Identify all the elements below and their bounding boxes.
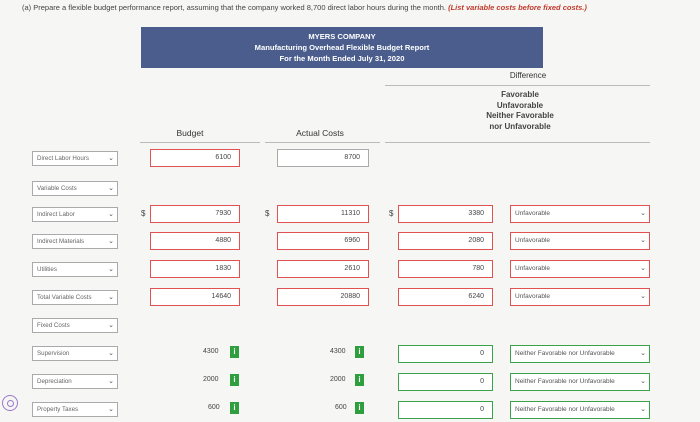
actual-input-indirect-materials[interactable]: 6960 (277, 232, 369, 250)
chevron-down-icon: ⌄ (108, 185, 114, 192)
diff-sub-neither: Neither Favorable (486, 111, 554, 120)
company-name: MYERS COMPANY (308, 32, 376, 41)
row-label-select-supervision[interactable]: Supervision ⌄ (32, 346, 118, 361)
chevron-down-icon: ⌄ (108, 378, 114, 385)
actual-value-supervision: 4300 (330, 348, 346, 355)
chevron-down-icon: ⌄ (640, 237, 646, 244)
chevron-down-icon: ⌄ (640, 293, 646, 300)
chevron-down-icon: ⌄ (108, 350, 114, 357)
diff-sub-favorable: Favorable (501, 90, 539, 99)
chevron-down-icon: ⌄ (640, 265, 646, 272)
difference-bottom-divider (385, 142, 650, 143)
row-label-select-indirect-labor[interactable]: Indirect Labor ⌄ (32, 207, 118, 222)
difference-input-property-taxes[interactable]: 0 (398, 401, 493, 419)
chevron-down-icon: ⌄ (108, 211, 114, 218)
row-label-select-variable-costs[interactable]: Variable Costs ⌄ (32, 181, 118, 196)
favorability-select-total-variable[interactable]: Unfavorable ⌄ (510, 288, 650, 306)
info-indicator-icon[interactable]: i (230, 402, 239, 414)
difference-input-total-variable[interactable]: 6240 (398, 288, 493, 306)
actual-input-indirect-labor[interactable]: 11310 (277, 205, 369, 223)
actual-input-utilities[interactable]: 2610 (277, 260, 369, 278)
favorability-select-utilities[interactable]: Unfavorable ⌄ (510, 260, 650, 278)
budget-input-dlh[interactable]: 6100 (150, 149, 240, 167)
budget-value-property-taxes: 600 (208, 404, 220, 411)
info-indicator-icon[interactable]: i (230, 346, 239, 358)
row-label-select-total-variable[interactable]: Total Variable Costs ⌄ (32, 290, 118, 305)
row-label-select-fixed-costs[interactable]: Fixed Costs ⌄ (32, 318, 118, 333)
dollar-sign: $ (265, 209, 270, 218)
instructions: (a) Prepare a flexible budget performanc… (22, 3, 587, 12)
difference-input-utilities[interactable]: 780 (398, 260, 493, 278)
diff-sub-unfavorable: Unfavorable (496, 100, 544, 110)
instructions-emphasis: (List variable costs before fixed costs.… (448, 3, 587, 12)
favorability-select-indirect-materials[interactable]: Unfavorable ⌄ (510, 232, 650, 250)
chevron-down-icon: ⌄ (108, 238, 114, 245)
chevron-down-icon: ⌄ (640, 378, 646, 385)
budget-input-total-variable[interactable]: 14640 (150, 288, 240, 306)
chevron-down-icon: ⌄ (108, 406, 114, 413)
favorability-select-indirect-labor[interactable]: Unfavorable ⌄ (510, 205, 650, 223)
row-label-select-indirect-materials[interactable]: Indirect Materials ⌄ (32, 234, 118, 249)
row-label-select-dlh[interactable]: Direct Labor Hours ⌄ (32, 151, 118, 166)
actual-divider (265, 142, 380, 143)
budget-value-supervision: 4300 (203, 348, 219, 355)
favorability-select-supervision[interactable]: Neither Favorable nor Unfavorable ⌄ (510, 345, 650, 363)
accessibility-lens-icon[interactable] (2, 395, 18, 411)
difference-input-depreciation[interactable]: 0 (398, 373, 493, 391)
budget-column-header: Budget (176, 128, 204, 138)
budget-divider (140, 142, 260, 143)
actual-column-header: Actual Costs (296, 128, 344, 138)
chevron-down-icon: ⌄ (640, 350, 646, 357)
chevron-down-icon: ⌄ (108, 322, 114, 329)
actual-input-dlh[interactable]: 8700 (277, 149, 369, 167)
info-indicator-icon[interactable]: i (355, 346, 364, 358)
difference-input-supervision[interactable]: 0 (398, 345, 493, 363)
report-title: Manufacturing Overhead Flexible Budget R… (254, 43, 430, 52)
budget-input-indirect-materials[interactable]: 4880 (150, 232, 240, 250)
row-label-select-depreciation[interactable]: Depreciation ⌄ (32, 374, 118, 389)
actual-input-total-variable[interactable]: 20880 (277, 288, 369, 306)
favorability-select-property-taxes[interactable]: Neither Favorable nor Unfavorable ⌄ (510, 401, 650, 419)
chevron-down-icon: ⌄ (640, 406, 646, 413)
difference-divider (385, 85, 650, 86)
chevron-down-icon: ⌄ (108, 155, 114, 162)
info-indicator-icon[interactable]: i (355, 402, 364, 414)
chevron-down-icon: ⌄ (108, 266, 114, 273)
row-label-select-utilities[interactable]: Utilities ⌄ (32, 262, 118, 277)
dollar-sign: $ (389, 209, 394, 218)
budget-value-depreciation: 2000 (203, 376, 219, 383)
budget-input-indirect-labor[interactable]: 7930 (150, 205, 240, 223)
instructions-text: (a) Prepare a flexible budget performanc… (22, 3, 446, 12)
info-indicator-icon[interactable]: i (355, 374, 364, 386)
report-header: MYERS COMPANY Manufacturing Overhead Fle… (141, 27, 543, 68)
difference-header: Difference (509, 71, 547, 80)
dollar-sign: $ (141, 209, 146, 218)
difference-subheader: Favorable Unfavorable Neither Favorable … (455, 90, 585, 132)
budget-input-utilities[interactable]: 1830 (150, 260, 240, 278)
chevron-down-icon: ⌄ (108, 294, 114, 301)
difference-input-indirect-labor[interactable]: 3380 (398, 205, 493, 223)
report-period: For the Month Ended July 31, 2020 (279, 54, 405, 63)
actual-value-depreciation: 2000 (330, 376, 346, 383)
info-indicator-icon[interactable]: i (230, 374, 239, 386)
diff-sub-nor: nor Unfavorable (489, 121, 551, 131)
actual-value-property-taxes: 600 (335, 404, 347, 411)
difference-input-indirect-materials[interactable]: 2080 (398, 232, 493, 250)
chevron-down-icon: ⌄ (640, 210, 646, 217)
favorability-select-depreciation[interactable]: Neither Favorable nor Unfavorable ⌄ (510, 373, 650, 391)
row-label-select-property-taxes[interactable]: Property Taxes ⌄ (32, 402, 118, 417)
